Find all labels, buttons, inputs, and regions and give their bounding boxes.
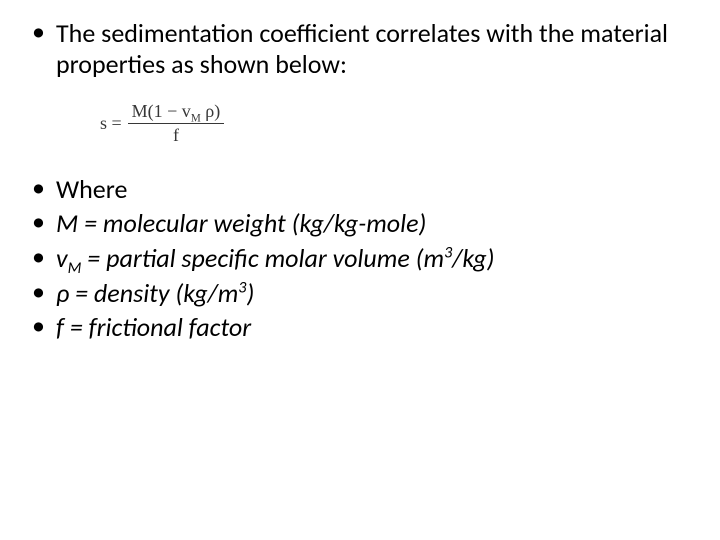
def-rho-bullet: ρ = density (kg/m3)	[28, 278, 692, 309]
equation-block: s = M(1 − vM ρ) f	[100, 101, 692, 145]
def-f: f = frictional factor	[56, 312, 692, 343]
def-m: M = molecular weight (kg/kg-mole)	[56, 208, 692, 239]
def-vm-mid: = partial specific molar volume (m	[81, 242, 444, 274]
equation-denominator: f	[128, 123, 225, 146]
def-f-bullet: f = frictional factor	[28, 312, 692, 343]
intro-text: The sedimentation coefficient correlates…	[56, 18, 692, 79]
intro-bullet: The sedimentation coefficient correlates…	[28, 18, 692, 79]
def-rho-post: )	[246, 277, 254, 309]
definitions-list: Where M = molecular weight (kg/kg-mole) …	[28, 174, 692, 343]
def-vm-post: /kg)	[452, 242, 494, 274]
def-where-bullet: Where	[28, 174, 692, 205]
equation: s = M(1 − vM ρ) f	[100, 101, 224, 145]
def-vm: vM = partial specific molar volume (m3/k…	[56, 243, 692, 274]
def-vm-pre: v	[56, 242, 68, 274]
def-vm-sub: M	[68, 259, 82, 278]
equation-lhs: s =	[100, 113, 128, 134]
def-rho: ρ = density (kg/m3)	[56, 278, 692, 309]
bullet-list: The sedimentation coefficient correlates…	[28, 18, 692, 79]
def-m-bullet: M = molecular weight (kg/kg-mole)	[28, 208, 692, 239]
slide: The sedimentation coefficient correlates…	[0, 0, 720, 540]
num-pre: M(1 − v	[132, 101, 191, 121]
equation-fraction: M(1 − vM ρ) f	[128, 101, 225, 145]
def-where: Where	[56, 174, 692, 205]
def-rho-pre: ρ = density (kg/m	[56, 277, 238, 309]
num-post: ρ)	[201, 101, 220, 121]
def-vm-bullet: vM = partial specific molar volume (m3/k…	[28, 243, 692, 274]
equation-numerator: M(1 − vM ρ)	[128, 101, 225, 123]
